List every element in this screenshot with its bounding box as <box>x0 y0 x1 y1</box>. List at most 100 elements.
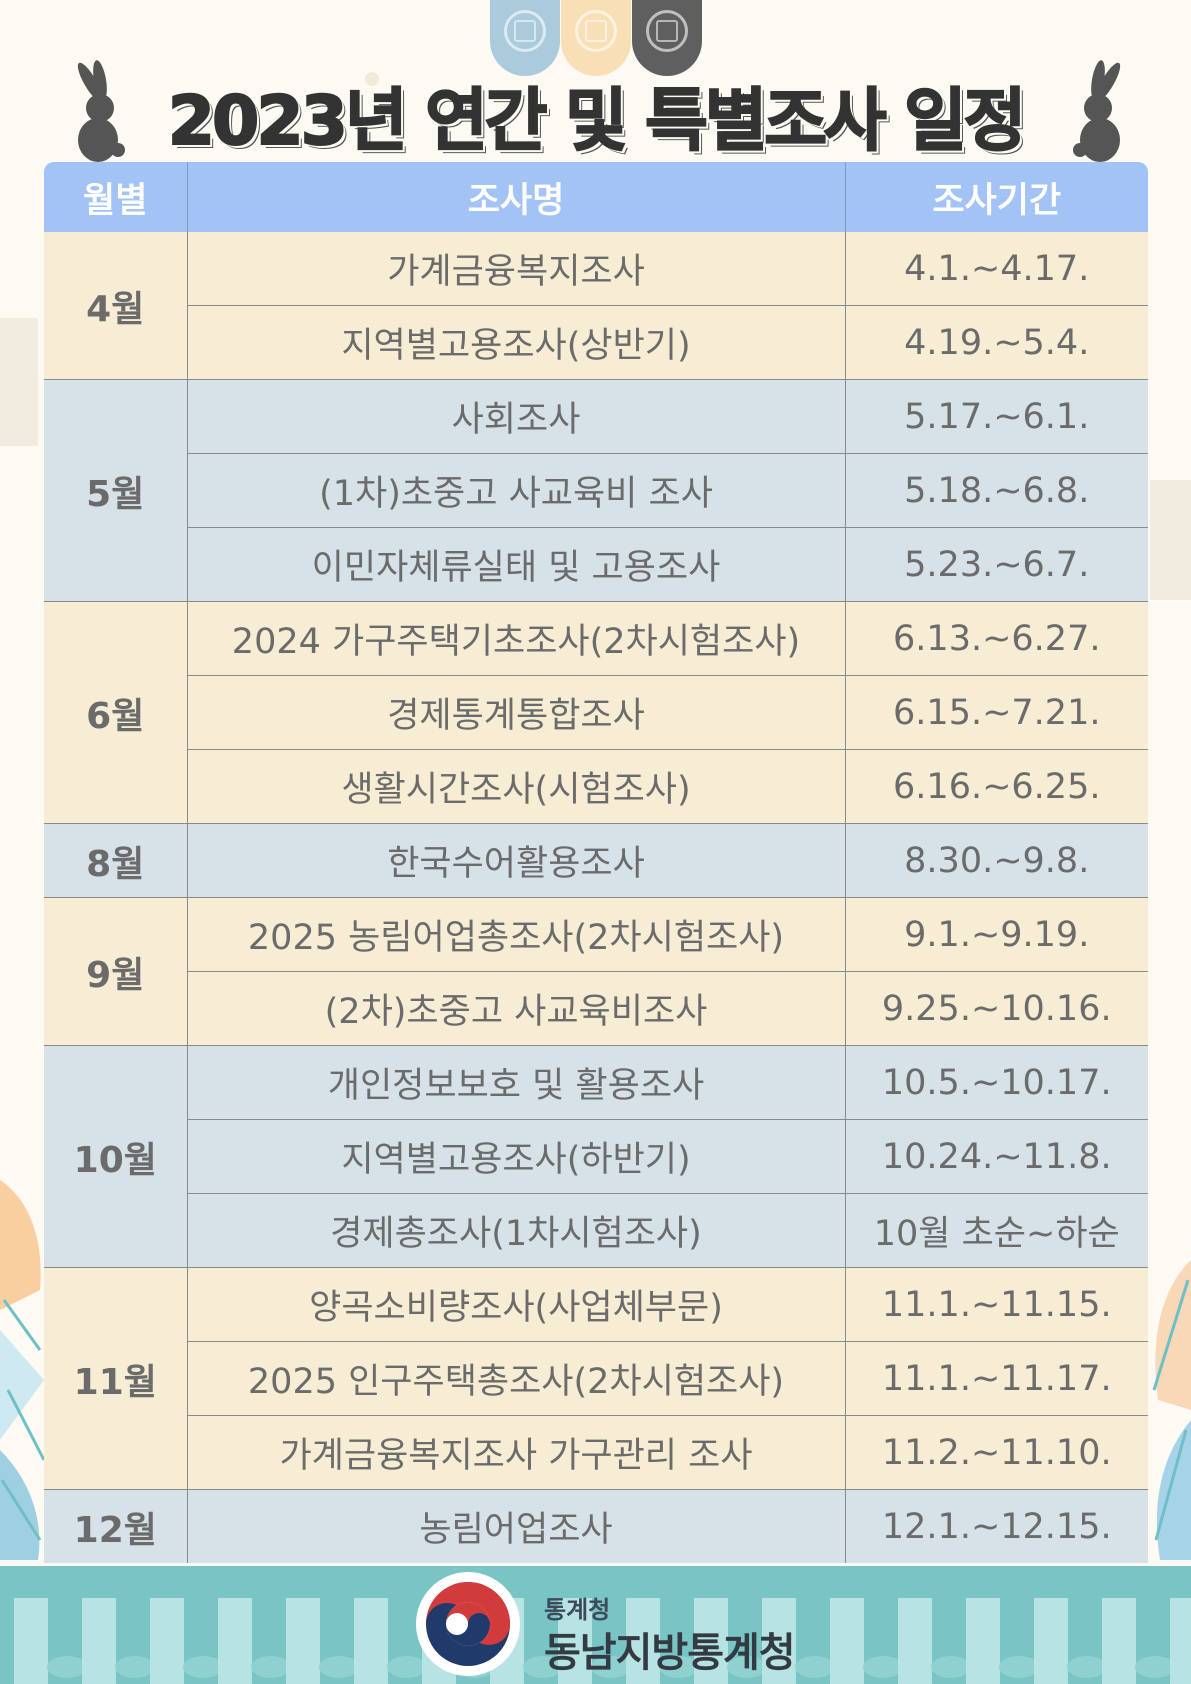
lattice-icon <box>646 10 688 52</box>
taegeuk-logo-icon <box>416 1572 520 1676</box>
survey-period-cell: 11.1.~11.15. <box>845 1267 1148 1342</box>
survey-name-cell: (1차)초중고 사교육비 조사 <box>187 453 846 528</box>
knob-gray-icon <box>632 0 702 76</box>
header-month: 월별 <box>44 162 188 232</box>
footer-arch <box>1067 1656 1107 1678</box>
survey-name-cell: 2025 농림어업총조사(2차시험조사) <box>187 897 846 972</box>
survey-period-cell: 12.1.~12.15. <box>845 1489 1148 1563</box>
footer-stripe <box>626 1598 660 1684</box>
footer-arch <box>387 1656 427 1678</box>
survey-name-cell: 경제통계통합조사 <box>187 675 846 750</box>
survey-name-cell: 경제총조사(1차시험조사) <box>187 1193 846 1268</box>
survey-name-cell: 가계금융복지조사 가구관리 조사 <box>187 1415 846 1490</box>
background-stripe-left <box>0 318 38 446</box>
table-row: 6월 2024 가구주택기초조사(2차시험조사) 6.13.~6.27. <box>44 601 1148 824</box>
table-row: 2025 인구주택총조사(2차시험조사) 11.1.~11.17. <box>44 1341 1148 1416</box>
schedule-table: 월별 조사명 조사기간 4월 가계금융복지조사 4.1.~4.17. 지역별고용조사(… <box>44 162 1148 1563</box>
footer-arch <box>931 1656 971 1678</box>
header-survey-name: 조사명 <box>187 162 846 232</box>
footer-arch <box>659 1656 699 1678</box>
footer-stripe <box>694 1598 728 1684</box>
month-cell: 4월 <box>44 232 188 380</box>
survey-name-cell: 2024 가구주택기초조사(2차시험조사) <box>187 601 846 676</box>
page-title: 2023년 연간 및 특별조사 일정 <box>167 81 1028 162</box>
footer-arch <box>183 1656 223 1678</box>
survey-name-cell: 가계금융복지조사 <box>187 232 846 306</box>
lattice-icon <box>504 10 546 52</box>
footer-stripe <box>1170 1598 1191 1684</box>
survey-period-cell: 8.30.~9.8. <box>845 823 1148 898</box>
footer-arch <box>591 1656 631 1678</box>
survey-period-cell: 10.24.~11.8. <box>845 1119 1148 1194</box>
month-cell: 9월 <box>44 897 188 1046</box>
footer-stripe <box>1034 1598 1068 1684</box>
org-sub-label: 통계청 <box>544 1596 611 1624</box>
table-row: 12월 농림어업조사 12.1.~12.15. <box>44 1489 1148 1563</box>
footer-stripe <box>150 1598 184 1684</box>
month-cell: 10월 <box>44 1045 188 1268</box>
footer-arch <box>999 1656 1039 1678</box>
table-row: 10월 개인정보보호 및 활용조사 10.5.~10.17. <box>44 1045 1148 1268</box>
background-dot <box>365 72 379 86</box>
table-row: 11월 양곡소비량조사(사업체부문) 11.1.~11.15. <box>44 1267 1148 1490</box>
table-row: 5월 사회조사 5.17.~6.1. <box>44 379 1148 602</box>
lattice-icon <box>575 10 617 52</box>
knob-blue-icon <box>490 0 560 76</box>
footer-arch <box>1135 1656 1175 1678</box>
org-main-label: 동남지방통계청 <box>544 1630 796 1676</box>
footer-stripe <box>558 1598 592 1684</box>
title-container: 2023년 연간 및 특별조사 일정 <box>0 81 1191 162</box>
plant-left-decoration <box>0 1180 48 1600</box>
survey-period-cell: 5.17.~6.1. <box>845 379 1148 454</box>
survey-name-cell: 개인정보보호 및 활용조사 <box>187 1045 846 1120</box>
footer-stripe <box>1102 1598 1136 1684</box>
footer-stripe <box>354 1598 388 1684</box>
footer-stripe <box>830 1598 864 1684</box>
month-cell: 5월 <box>44 379 188 602</box>
table-row: 경제통계통합조사 6.15.~7.21. <box>44 675 1148 750</box>
table-row: 4월 가계금융복지조사 4.1.~4.17. <box>44 232 1148 380</box>
survey-period-cell: 9.1.~9.19. <box>845 897 1148 972</box>
table-row: 이민자체류실태 및 고용조사 5.23.~6.7. <box>44 527 1148 602</box>
footer-arch <box>47 1656 87 1678</box>
footer-arch <box>863 1656 903 1678</box>
footer-stripe <box>762 1598 796 1684</box>
footer-arch <box>319 1656 359 1678</box>
survey-name-cell: 지역별고용조사(하반기) <box>187 1119 846 1194</box>
month-cell: 12월 <box>44 1489 188 1563</box>
footer-stripe <box>14 1598 48 1684</box>
rabbit-right-icon <box>1073 60 1121 162</box>
table-row: 지역별고용조사(상반기) 4.19.~5.4. <box>44 305 1148 380</box>
survey-name-cell: 생활시간조사(시험조사) <box>187 749 846 824</box>
background-stripe-right <box>1150 480 1191 600</box>
header-survey-period: 조사기간 <box>845 162 1148 232</box>
footer-stripe <box>82 1598 116 1684</box>
table-row: 경제총조사(1차시험조사) 10월 초순~하순 <box>44 1193 1148 1268</box>
knob-peach-icon <box>561 0 631 76</box>
survey-name-cell: 농림어업조사 <box>187 1489 846 1563</box>
footer-arch <box>251 1656 291 1678</box>
survey-period-cell: 4.19.~5.4. <box>845 305 1148 380</box>
rabbit-left-icon <box>77 60 125 162</box>
survey-period-cell: 9.25.~10.16. <box>845 971 1148 1046</box>
table-row: (2차)초중고 사교육비조사 9.25.~10.16. <box>44 971 1148 1046</box>
survey-name-cell: 사회조사 <box>187 379 846 454</box>
survey-period-cell: 10월 초순~하순 <box>845 1193 1148 1268</box>
survey-name-cell: 이민자체류실태 및 고용조사 <box>187 527 846 602</box>
month-cell: 6월 <box>44 601 188 824</box>
table-row: 지역별고용조사(하반기) 10.24.~11.8. <box>44 1119 1148 1194</box>
footer-arch <box>795 1656 835 1678</box>
footer-band <box>0 1566 1191 1684</box>
table-row: 9월 2025 농림어업총조사(2차시험조사) 9.1.~9.19. <box>44 897 1148 1046</box>
survey-period-cell: 4.1.~4.17. <box>845 232 1148 306</box>
table-header-row: 월별 조사명 조사기간 <box>44 162 1148 232</box>
survey-period-cell: 11.1.~11.17. <box>845 1341 1148 1416</box>
survey-name-cell: 지역별고용조사(상반기) <box>187 305 846 380</box>
table-body: 4월 가계금융복지조사 4.1.~4.17. 지역별고용조사(상반기) 4.19.~5.… <box>44 232 1148 1563</box>
footer-arch <box>727 1656 767 1678</box>
month-cell: 8월 <box>44 823 188 898</box>
survey-name-cell: 양곡소비량조사(사업체부문) <box>187 1267 846 1342</box>
survey-name-cell: (2차)초중고 사교육비조사 <box>187 971 846 1046</box>
table-row: 생활시간조사(시험조사) 6.16.~6.25. <box>44 749 1148 824</box>
table-row: 8월 한국수어활용조사 8.30.~9.8. <box>44 823 1148 898</box>
